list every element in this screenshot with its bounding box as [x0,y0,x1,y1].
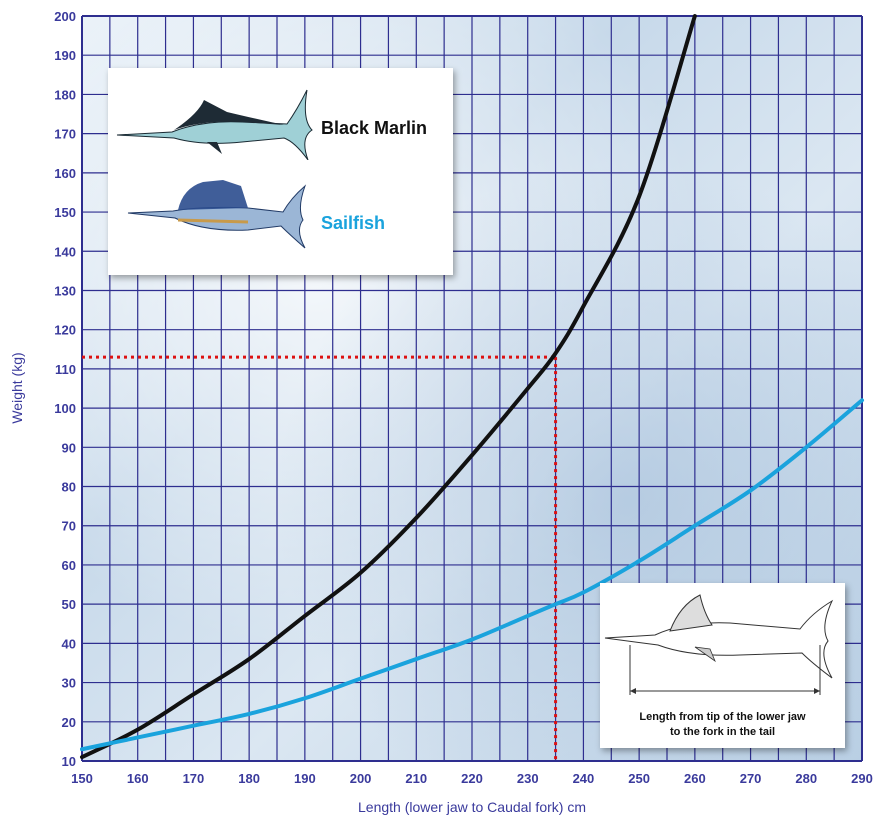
x-tick-label: 150 [71,771,93,786]
y-tick-label: 40 [62,636,76,651]
marlin-measurement-diagram [604,594,834,695]
y-tick-label: 80 [62,480,76,495]
x-tick-label: 180 [238,771,260,786]
y-tick-label: 140 [54,244,76,259]
x-tick-label: 260 [684,771,706,786]
inset-caption-line-2: to the fork in the tail [669,726,776,738]
y-tick-label: 200 [54,9,76,24]
legend: Black Marlin Sailfish [108,68,453,275]
y-tick-label: 90 [62,440,76,455]
y-tick-label: 150 [54,205,76,220]
y-axis-label: Weight (kg) [9,352,25,423]
x-tick-label: 240 [573,771,595,786]
y-tick-label: 20 [62,715,76,730]
x-tick-label: 170 [183,771,205,786]
inset-caption-line-1: Length from tip of the lower jaw [639,711,806,723]
x-tick-labels: 150 160 170 180 190 200 210 220 230 240 250 260 270 2… [71,771,873,786]
series-line-sailfish [80,398,864,752]
y-tick-label: 110 [55,362,76,377]
x-tick-label: 270 [740,771,762,786]
x-tick-label: 280 [795,771,817,786]
x-tick-label: 250 [628,771,650,786]
y-tick-label: 190 [54,48,76,63]
measurement-inset: Length from tip of the lower jaw to the … [600,583,845,748]
y-tick-labels: 10 20 30 40 50 60 70 80 90 100 110 120 130 140 150 160 1… [54,9,76,769]
x-tick-label: 290 [851,771,873,786]
black-marlin-image [116,89,313,160]
legend-label-sailfish: Sailfish [321,213,386,233]
y-tick-label: 120 [54,323,76,338]
y-tick-label: 30 [62,676,76,691]
reference-lines [82,355,558,761]
y-tick-label: 130 [54,283,76,298]
x-tick-label: 210 [405,771,427,786]
y-tick-label: 10 [62,754,76,769]
y-tick-label: 170 [54,127,76,142]
y-tick-label: 70 [62,519,76,534]
x-tick-label: 160 [127,771,149,786]
legend-label-black-marlin: Black Marlin [321,118,428,138]
x-tick-label: 200 [350,771,372,786]
y-tick-label: 100 [54,401,76,416]
x-tick-label: 220 [461,771,483,786]
y-tick-label: 160 [54,166,76,181]
series-lines [80,14,864,760]
sailfish-image [127,180,307,249]
y-tick-label: 50 [62,597,76,612]
x-tick-label: 190 [294,771,316,786]
x-axis-label: Length (lower jaw to Caudal fork) cm [358,799,586,815]
y-tick-label: 180 [54,87,76,102]
x-tick-label: 230 [517,771,539,786]
series-line-black-marlin [80,14,697,760]
y-tick-label: 60 [62,558,76,573]
